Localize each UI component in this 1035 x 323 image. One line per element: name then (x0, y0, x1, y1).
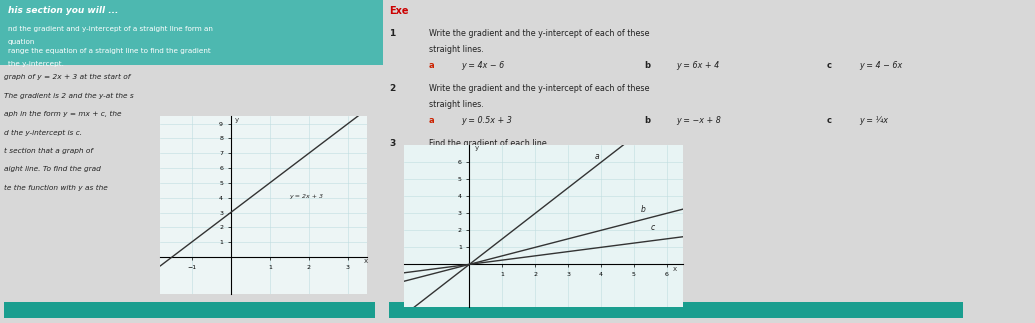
Text: Find the gradient of each line.: Find the gradient of each line. (428, 139, 549, 148)
Text: c: c (650, 223, 654, 232)
Text: x: x (673, 266, 677, 272)
Text: d the y-intercept is c.: d the y-intercept is c. (4, 130, 82, 136)
Text: Write the gradient and the y-intercept of each of these: Write the gradient and the y-intercept o… (428, 29, 649, 38)
Text: y = 0.5x + 3: y = 0.5x + 3 (462, 116, 512, 125)
Text: a: a (428, 116, 435, 125)
Text: quation: quation (7, 39, 35, 45)
Text: Write the gradient and the y-intercept of each of these: Write the gradient and the y-intercept o… (428, 84, 649, 93)
Text: b: b (644, 61, 650, 70)
Text: t section that a graph of: t section that a graph of (4, 148, 93, 154)
Text: his section you will ...: his section you will ... (7, 6, 118, 16)
Text: 3: 3 (389, 139, 395, 148)
Text: range the equation of a straight line to find the gradient: range the equation of a straight line to… (7, 48, 210, 55)
Text: b: b (641, 205, 645, 214)
Text: straight lines.: straight lines. (428, 100, 483, 109)
Text: y: y (235, 117, 239, 123)
Text: 2: 2 (389, 84, 395, 93)
Text: The gradient is 2 and the y-at the s: The gradient is 2 and the y-at the s (4, 93, 134, 99)
Text: y: y (474, 145, 478, 151)
Text: y = ¼x: y = ¼x (859, 116, 888, 125)
Text: y = 4x − 6: y = 4x − 6 (462, 61, 504, 70)
Text: te the function with y as the: te the function with y as the (4, 185, 108, 191)
Text: y = 4 − 6x: y = 4 − 6x (859, 61, 903, 70)
Text: graph of y = 2x + 3 at the start of: graph of y = 2x + 3 at the start of (4, 74, 130, 80)
Text: c: c (826, 116, 831, 125)
FancyBboxPatch shape (4, 302, 376, 318)
Text: Exe: Exe (389, 6, 409, 16)
Text: y = 6x + 4: y = 6x + 4 (677, 61, 719, 70)
Text: 1: 1 (389, 29, 395, 38)
Text: straight lines.: straight lines. (428, 45, 483, 54)
Text: y = 2x + 3: y = 2x + 3 (290, 194, 323, 199)
Text: aight line. To find the grad: aight line. To find the grad (4, 166, 100, 172)
Text: c: c (826, 61, 831, 70)
Text: a: a (594, 152, 599, 161)
FancyBboxPatch shape (0, 0, 383, 65)
Text: a: a (428, 61, 435, 70)
Text: y = −x + 8: y = −x + 8 (677, 116, 721, 125)
Text: x: x (363, 258, 367, 264)
Text: nd the gradient and y-intercept of a straight line form an: nd the gradient and y-intercept of a str… (7, 26, 212, 32)
Text: the y-intercept.: the y-intercept. (7, 61, 63, 68)
FancyBboxPatch shape (389, 302, 964, 318)
Text: aph in the form y = mx + c, the: aph in the form y = mx + c, the (4, 111, 121, 117)
Text: b: b (644, 116, 650, 125)
